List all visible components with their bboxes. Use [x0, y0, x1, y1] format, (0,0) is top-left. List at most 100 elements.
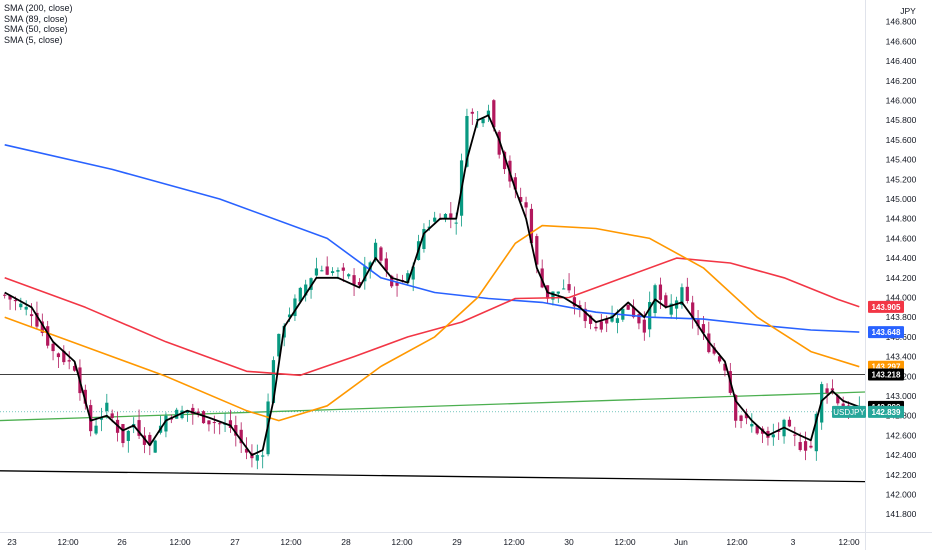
- price-tick-label: 146.400: [886, 56, 917, 66]
- candle-body: [35, 312, 39, 327]
- candle-body: [373, 242, 378, 259]
- candle: [191, 403, 195, 425]
- candle-body: [465, 116, 469, 167]
- candle: [363, 256, 367, 290]
- candle-body: [8, 295, 12, 300]
- time-tick-label: 12:00: [503, 537, 525, 547]
- candle-body: [175, 409, 179, 419]
- candle-body: [562, 288, 566, 290]
- candle-body: [422, 228, 426, 250]
- time-tick-label: 12:00: [726, 537, 748, 547]
- candle-body: [685, 286, 689, 301]
- candles: [3, 99, 861, 470]
- candle-body: [126, 430, 130, 441]
- price-tick-label: 144.200: [886, 273, 917, 283]
- candle-body: [83, 389, 87, 404]
- candle-body: [201, 411, 206, 424]
- candle-body: [218, 423, 222, 425]
- candle-body: [239, 429, 243, 444]
- candle: [674, 296, 679, 320]
- legend-sma-50[interactable]: SMA (50, close): [4, 24, 68, 34]
- candle: [701, 315, 706, 340]
- price-label-text: 143.297: [872, 363, 901, 372]
- candle: [422, 223, 426, 253]
- candle-body: [164, 415, 168, 432]
- candle: [777, 422, 781, 440]
- candle-body: [433, 217, 437, 222]
- candle-body: [298, 287, 302, 302]
- candle: [771, 423, 775, 446]
- candle-body: [336, 270, 340, 272]
- candle: [185, 410, 190, 422]
- candle: [341, 263, 345, 282]
- candle: [261, 449, 265, 469]
- price-tick-label: 145.600: [886, 135, 917, 145]
- price-tick-label: 142.600: [886, 430, 917, 440]
- candle: [567, 273, 571, 294]
- candle-body: [803, 441, 808, 451]
- legend-sma-5[interactable]: SMA (5, close): [4, 34, 63, 45]
- candle: [395, 273, 399, 297]
- candle-body: [244, 448, 249, 453]
- candle-body: [615, 318, 620, 323]
- price-label: 143.905: [868, 300, 904, 313]
- candle: [347, 273, 351, 279]
- candle-body: [648, 302, 652, 330]
- candle: [599, 314, 603, 333]
- candle: [680, 283, 684, 309]
- candle: [691, 295, 695, 329]
- candle-body: [153, 440, 157, 453]
- candle-body: [669, 303, 673, 315]
- price-tick-label: 142.200: [886, 470, 917, 480]
- candle: [255, 444, 259, 470]
- candle: [540, 259, 544, 289]
- price-axis[interactable]: 141.800142.000142.200142.400142.600142.8…: [886, 6, 917, 519]
- price-tick-label: 144.000: [886, 292, 917, 302]
- candle: [443, 212, 448, 223]
- price-label: 143.648: [868, 326, 904, 339]
- candle-body: [664, 295, 668, 307]
- candle-body: [588, 315, 593, 324]
- candle: [234, 415, 238, 447]
- price-label-bg: [868, 368, 904, 381]
- candle-body: [261, 455, 265, 457]
- time-tick-label: 12:00: [57, 537, 79, 547]
- legend-sma-200[interactable]: SMA (200, close): [4, 3, 73, 13]
- candle-body: [271, 360, 276, 404]
- candle: [513, 173, 517, 199]
- candle-body: [599, 321, 603, 330]
- candle: [99, 407, 104, 432]
- time-axis[interactable]: 23 12:00 26 12:00 27 12:00 28 12:00 29 12:00 30 12:…: [7, 537, 860, 547]
- candle-body: [24, 306, 28, 310]
- price-label-bg: [868, 326, 904, 339]
- support-trendline: [0, 470, 866, 483]
- candle: [309, 277, 313, 299]
- candle-body: [793, 434, 797, 436]
- price-tick-label: 146.000: [886, 95, 917, 105]
- candle: [201, 410, 206, 424]
- candle-body: [121, 424, 125, 444]
- candle: [583, 301, 587, 329]
- candle-body: [658, 284, 663, 300]
- candle: [325, 256, 329, 276]
- time-tick-label: 23: [7, 537, 17, 547]
- price-tick-label: 142.000: [886, 489, 917, 499]
- candle-body: [234, 425, 238, 436]
- candle-body: [524, 202, 528, 208]
- candle-body: [540, 268, 544, 288]
- candle: [562, 279, 566, 290]
- candle-body: [341, 267, 345, 271]
- candle-body: [610, 315, 614, 322]
- candle-body: [19, 303, 23, 308]
- candle-body: [626, 304, 630, 310]
- legend-sma-89[interactable]: SMA (89, close): [4, 13, 68, 24]
- price-label-text: 142.839: [872, 408, 901, 417]
- candle-body: [809, 445, 813, 448]
- candle-body: [717, 356, 722, 362]
- candle-body: [3, 294, 7, 296]
- candle-body: [379, 247, 383, 261]
- price-label-bg: [868, 300, 904, 313]
